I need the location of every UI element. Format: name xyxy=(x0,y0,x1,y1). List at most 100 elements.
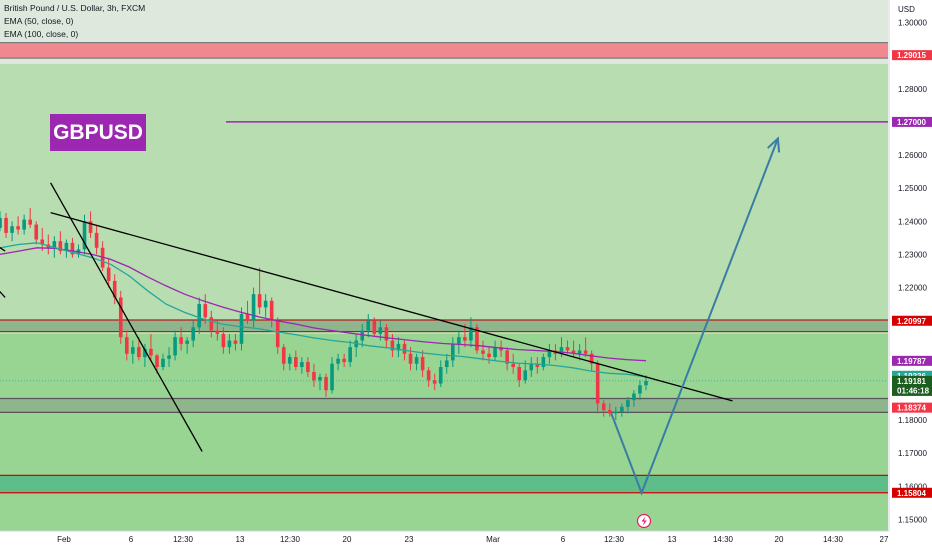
candle-body[interactable] xyxy=(614,411,618,414)
candle-body[interactable] xyxy=(330,363,334,391)
candle-body[interactable] xyxy=(432,380,437,384)
candle-body[interactable] xyxy=(475,327,479,351)
candle-body[interactable] xyxy=(263,300,268,308)
candle-body[interactable] xyxy=(94,232,99,248)
candle-body[interactable] xyxy=(0,217,2,228)
candle-body[interactable] xyxy=(10,226,14,233)
candle-body[interactable] xyxy=(577,350,582,354)
candle-body[interactable] xyxy=(82,221,87,250)
trendline[interactable] xyxy=(50,182,203,452)
candle-body[interactable] xyxy=(70,242,75,255)
candle-body[interactable] xyxy=(523,370,528,381)
candle-body[interactable] xyxy=(203,304,208,318)
candle-body[interactable] xyxy=(4,217,8,233)
candle-body[interactable] xyxy=(348,347,352,363)
candle-body[interactable] xyxy=(179,337,183,344)
candle-body[interactable] xyxy=(318,376,322,381)
candle-body[interactable] xyxy=(257,294,262,308)
candle-body[interactable] xyxy=(191,327,195,341)
ema50-line[interactable] xyxy=(0,242,647,378)
candle-body[interactable] xyxy=(529,363,534,371)
projection-path[interactable] xyxy=(610,138,779,496)
candle-body[interactable] xyxy=(559,347,564,354)
candle-body[interactable] xyxy=(239,314,244,344)
candle-body[interactable] xyxy=(275,320,280,348)
candle-body[interactable] xyxy=(426,370,431,381)
candle-body[interactable] xyxy=(40,239,45,245)
candle-body[interactable] xyxy=(499,347,503,351)
candle-body[interactable] xyxy=(88,221,93,233)
price-axis-panel[interactable] xyxy=(889,0,932,550)
candle-body[interactable] xyxy=(632,393,636,401)
candle-body[interactable] xyxy=(565,347,570,351)
candle-body[interactable] xyxy=(595,363,600,404)
candle-body[interactable] xyxy=(34,224,39,240)
candle-body[interactable] xyxy=(227,340,232,348)
candle-body[interactable] xyxy=(511,363,515,368)
candle-body[interactable] xyxy=(294,357,298,368)
candle-body[interactable] xyxy=(463,337,467,341)
candle-body[interactable] xyxy=(28,219,32,225)
candle-body[interactable] xyxy=(638,385,642,394)
candle-body[interactable] xyxy=(64,242,69,252)
candle-body[interactable] xyxy=(118,297,123,338)
candle-body[interactable] xyxy=(451,343,455,361)
candle-body[interactable] xyxy=(360,330,365,341)
time-axis-panel[interactable] xyxy=(0,531,889,550)
candle-body[interactable] xyxy=(644,380,648,386)
candle-body[interactable] xyxy=(342,358,346,363)
candle-body[interactable] xyxy=(221,333,226,348)
legend-symbol[interactable]: British Pound / U.S. Dollar, 3h, FXCM xyxy=(4,3,146,13)
candle-body[interactable] xyxy=(517,367,522,381)
candle-body[interactable] xyxy=(161,358,165,368)
candle-body[interactable] xyxy=(384,327,389,341)
candle-body[interactable] xyxy=(366,320,371,331)
candle-body[interactable] xyxy=(197,304,202,328)
candle-body[interactable] xyxy=(583,350,588,354)
legend-ema100[interactable]: EMA (100, close, 0) xyxy=(4,29,79,39)
candle-body[interactable] xyxy=(269,300,274,321)
candle-body[interactable] xyxy=(571,350,576,354)
candle-body[interactable] xyxy=(112,280,117,298)
candle-body[interactable] xyxy=(155,355,159,368)
candle-body[interactable] xyxy=(143,348,147,358)
candle-body[interactable] xyxy=(167,355,171,359)
candle-body[interactable] xyxy=(336,358,340,364)
candle-body[interactable] xyxy=(209,317,214,331)
candle-body[interactable] xyxy=(245,314,250,321)
candle-body[interactable] xyxy=(547,350,552,358)
candle-body[interactable] xyxy=(281,347,286,364)
candle-body[interactable] xyxy=(505,350,509,364)
candle-body[interactable] xyxy=(626,400,630,407)
candle-body[interactable] xyxy=(131,347,135,354)
candle-body[interactable] xyxy=(535,363,540,368)
candle-body[interactable] xyxy=(52,241,57,248)
candle-body[interactable] xyxy=(137,347,141,358)
candle-body[interactable] xyxy=(185,340,189,344)
trendline[interactable] xyxy=(0,241,6,252)
candle-body[interactable] xyxy=(469,327,473,341)
candle-body[interactable] xyxy=(22,219,26,230)
candle-body[interactable] xyxy=(601,403,606,411)
candle-body[interactable] xyxy=(287,357,292,364)
candle-body[interactable] xyxy=(396,343,401,351)
ema100-line[interactable] xyxy=(0,247,647,362)
candle-body[interactable] xyxy=(620,406,624,412)
candle-body[interactable] xyxy=(58,241,63,252)
candle-body[interactable] xyxy=(306,362,310,372)
candle-body[interactable] xyxy=(106,267,111,281)
candle-body[interactable] xyxy=(487,353,491,358)
candle-body[interactable] xyxy=(251,294,256,321)
candle-body[interactable] xyxy=(607,410,612,414)
candle-body[interactable] xyxy=(372,320,377,334)
candle-body[interactable] xyxy=(541,357,546,368)
candle-body[interactable] xyxy=(324,376,328,391)
candle-body[interactable] xyxy=(493,347,497,358)
trendline[interactable] xyxy=(0,281,6,298)
trendline[interactable] xyxy=(50,212,733,402)
candle-body[interactable] xyxy=(481,350,485,354)
candle-body[interactable] xyxy=(390,340,395,351)
candle-body[interactable] xyxy=(215,330,220,334)
candle-body[interactable] xyxy=(16,226,20,230)
